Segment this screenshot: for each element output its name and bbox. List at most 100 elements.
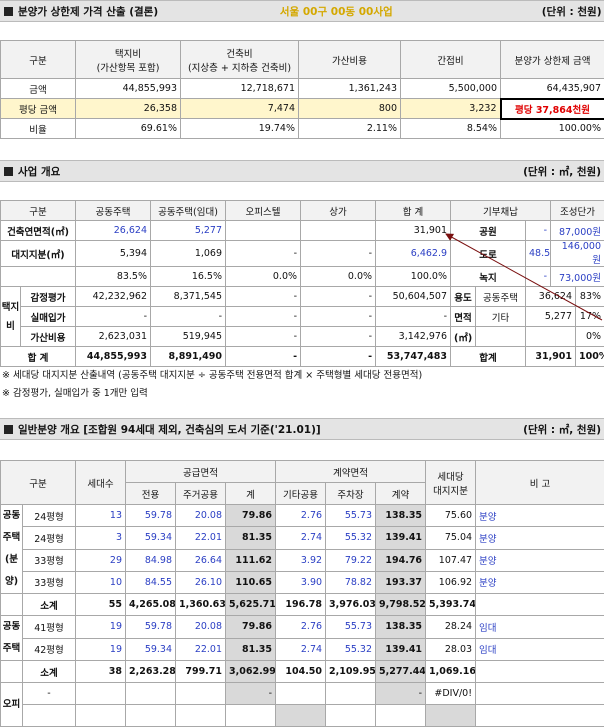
cell: - (226, 241, 301, 267)
empty-cell (1, 594, 23, 616)
header-cell: 간접비 (401, 41, 501, 79)
cell: 87,000원 (551, 221, 604, 241)
table-row: 오피---#DIV/0! (1, 683, 604, 705)
cell: 59.34 (126, 638, 176, 661)
cell: 5,277 (151, 221, 226, 241)
cell: 19 (76, 638, 126, 661)
cell: - (151, 307, 226, 327)
header-cell: 계약 (376, 483, 426, 505)
cell: 공동주택 (476, 287, 526, 307)
cell: 17% (576, 307, 604, 327)
cell: 24평형 (23, 527, 76, 549)
cell: 2.76 (276, 616, 326, 639)
cell: 26,624 (76, 221, 151, 241)
cell: 합계 (451, 347, 526, 367)
unit: (단위 : ㎡, 천원) (523, 164, 601, 179)
cell: 3,976.03 (326, 594, 376, 616)
empty-cell (176, 683, 226, 705)
cell: 분양 (476, 571, 604, 593)
cell: 공원 (451, 221, 526, 241)
cell: 오피 (1, 683, 23, 727)
header-cell: 조성단가 (551, 201, 604, 221)
cell: 519,945 (151, 327, 226, 347)
cell: 42평형 (23, 638, 76, 661)
cell: 75.04 (426, 527, 476, 549)
cell: 138.35 (376, 616, 426, 639)
cell: 5,277.44 (376, 661, 426, 683)
cell: 2.74 (276, 638, 326, 661)
cell: 22.01 (176, 527, 226, 549)
cell: 4,265.08 (126, 594, 176, 616)
cell: 분양 (476, 549, 604, 571)
section: 일반분양 개요 [조합원 94세대 제외, 건축심의 도서 기준('21.01)… (0, 418, 604, 727)
header-cell: 계 (226, 483, 276, 505)
cell: 택지비 (1, 287, 21, 347)
cell: 임대 (476, 638, 604, 661)
cell: 22.01 (176, 638, 226, 661)
cell: 19.74% (181, 119, 299, 139)
cell: 100.0% (376, 267, 451, 287)
header-cell: 비 고 (476, 461, 604, 505)
cell: 139.41 (376, 638, 426, 661)
cell: - (526, 221, 551, 241)
cell: 139.41 (376, 527, 426, 549)
cell: 79.86 (226, 505, 276, 527)
cell: - (76, 307, 151, 327)
cell: 기타 (476, 307, 526, 327)
cell: 8,371,545 (151, 287, 226, 307)
cell: 2.74 (276, 527, 326, 549)
cell: 합 계 (1, 347, 76, 367)
cell: 3.90 (276, 571, 326, 593)
note: ※ 감정평가, 실매입가 중 1개만 입력 (0, 385, 604, 403)
cell: 194.76 (376, 549, 426, 571)
section-title: 사업 개요 (18, 164, 523, 179)
cell: 1,361,243 (299, 79, 401, 99)
cell: (㎡) (451, 327, 476, 347)
header-cell: 공급면적 (126, 461, 276, 483)
cell: - (23, 683, 76, 705)
cell: 실매입가 (21, 307, 76, 327)
cell: 26.64 (176, 549, 226, 571)
cell: 26.10 (176, 571, 226, 593)
header-cell: 계약면적 (276, 461, 426, 483)
empty-cell (276, 683, 326, 705)
empty-cell (126, 683, 176, 705)
cell: 800 (299, 99, 401, 119)
cell: 8.54% (401, 119, 501, 139)
cell: 55.32 (326, 638, 376, 661)
header-cell: 오피스텔 (226, 201, 301, 221)
cell: 29 (76, 549, 126, 571)
section: 분양가 상한제 가격 산출 (결론)서울 00구 00동 00사업(단위 : 천… (0, 0, 604, 139)
cell: 금액 (1, 79, 76, 99)
cell: 공동주택(분양) (1, 505, 23, 594)
cell: 평당 37,864천원 (501, 99, 604, 119)
empty-cell (76, 683, 126, 705)
unit: (단위 : ㎡, 천원) (523, 422, 601, 437)
bullet (4, 425, 13, 434)
header-cell: 주차장 (326, 483, 376, 505)
cell: 2,623,031 (76, 327, 151, 347)
cell: 55.73 (326, 616, 376, 639)
note: ※ 세대당 대지지분 산출내역 (공동주택 대지지분 ÷ 공동주택 전용면적 합… (0, 367, 604, 385)
cell: 평당 금액 (1, 99, 76, 119)
cell: 79.22 (326, 549, 376, 571)
cell: 55 (76, 594, 126, 616)
cell: 임대 (476, 616, 604, 639)
empty-cell (176, 705, 226, 727)
empty-cell (301, 221, 376, 241)
header-cell: 구분 (1, 461, 76, 505)
